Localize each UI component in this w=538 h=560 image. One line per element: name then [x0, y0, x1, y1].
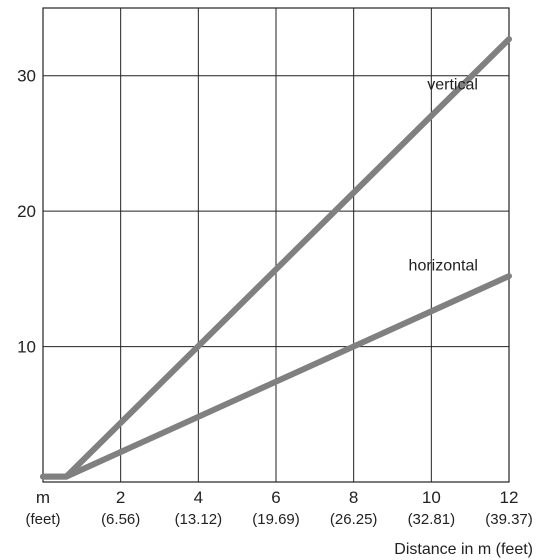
- x-tick-label: 8: [349, 488, 358, 507]
- x-tick-sublabel: (26.25): [330, 511, 378, 528]
- x-tick-sublabel: (19.69): [252, 511, 300, 528]
- x-tick-sublabel: (6.56): [101, 511, 140, 528]
- x-tick-sublabel: (39.37): [485, 511, 533, 528]
- x-tick-sublabel: (13.12): [175, 511, 223, 528]
- x-tick-label: 6: [271, 488, 280, 507]
- x-unit-label: m: [36, 488, 50, 507]
- series-line-horizontal: [40, 273, 512, 480]
- x-tick-sublabel: (32.81): [408, 511, 456, 528]
- tick-labels: 2 (6.56) 4 (13.12) 6 (19.69) 8 (26.25) 10 (32.81)…: [17, 67, 533, 528]
- series-label-horizontal: horizontal: [409, 258, 478, 275]
- x-unit-sublabel: (feet): [25, 511, 60, 528]
- x-tick-label: 4: [194, 488, 203, 507]
- x-tick-label: 12: [500, 488, 519, 507]
- y-tick-label: 20: [17, 202, 36, 221]
- x-axis-label: Distance in m (feet): [394, 541, 533, 558]
- x-tick-label: 10: [422, 488, 441, 507]
- series-lines: [40, 36, 512, 480]
- y-tick-label: 30: [17, 67, 36, 86]
- y-tick-label: 10: [17, 338, 36, 357]
- grid: [42, 7, 510, 483]
- x-tick-label: 2: [116, 488, 125, 507]
- series-label-vertical: vertical: [427, 76, 478, 93]
